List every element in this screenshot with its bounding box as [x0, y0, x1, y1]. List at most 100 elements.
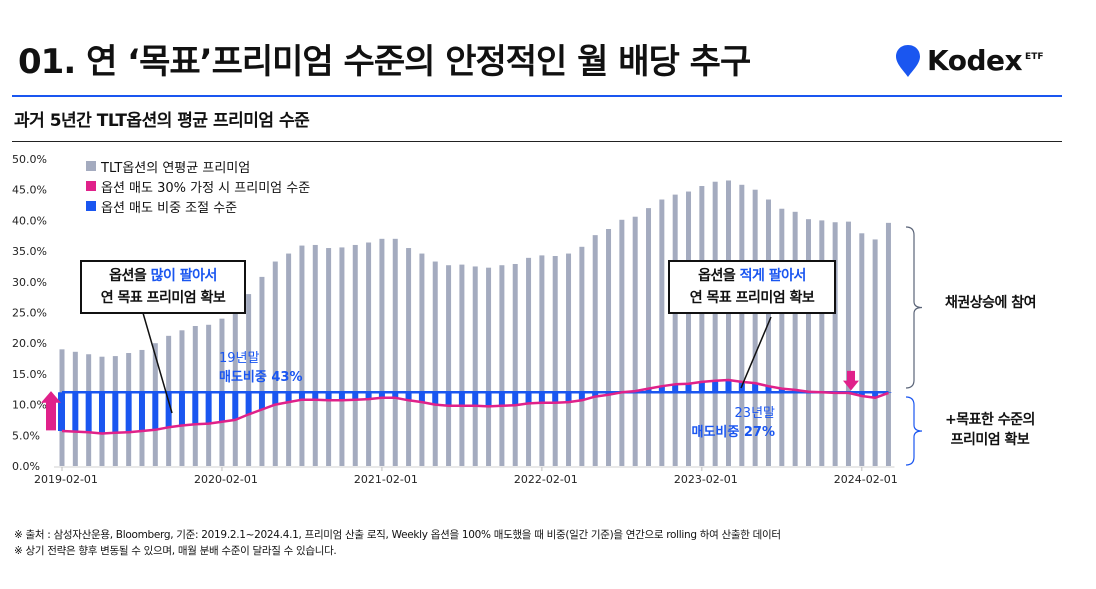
- premium-bar: [246, 294, 252, 466]
- premium-bar: [619, 219, 625, 466]
- side-label-line2: 프리미엄 확보: [950, 432, 1030, 448]
- legend-item: 옵션 매도 30% 가정 시 프리미엄 수준: [86, 176, 310, 196]
- side-label-line1: +목표한 수준의: [945, 412, 1035, 428]
- adjustment-bar: [872, 392, 879, 398]
- premium-30pct-line: [61, 378, 889, 435]
- adjustment-bar: [205, 392, 212, 424]
- premium-bar: [459, 264, 465, 466]
- header-divider: [12, 95, 1062, 97]
- x-tick-label: 2019-02-01: [34, 473, 98, 486]
- callout-left: 옵션을 많이 팔아서 연 목표 프리미엄 확보: [80, 260, 246, 314]
- callout-prefix: 옵션을: [698, 268, 740, 284]
- callout-pointer-right: [740, 316, 772, 389]
- legend-swatch-pink: [86, 181, 96, 191]
- adjustment-bar: [672, 384, 679, 393]
- premium-bar: [486, 267, 492, 466]
- y-tick-label: 5.0%: [12, 429, 40, 442]
- adjustment-bar: [392, 392, 399, 398]
- adjustment-bar: [165, 392, 172, 428]
- x-tick-label: 2024-02-01: [834, 473, 898, 486]
- premium-bar: [659, 199, 665, 467]
- adjustment-bar: [858, 392, 865, 397]
- premium-bar: [539, 255, 545, 466]
- premium-bar: [432, 261, 438, 466]
- callout-pointer-left: [142, 312, 173, 414]
- chart-subtitle: 과거 5년간 TLT옵션의 평균 프리미엄 수준: [14, 111, 310, 131]
- adjustment-bar: [725, 380, 732, 393]
- kodex-logo: Kodex ETF: [895, 44, 1043, 78]
- adjustment-bar: [712, 380, 719, 393]
- y-tick-label: 20.0%: [12, 337, 47, 350]
- footnote-disclaimer: ※ 상기 전략은 향후 변동될 수 있으며, 매월 분배 수준이 달라질 수 있…: [14, 545, 337, 557]
- adjustment-bar: [552, 392, 559, 403]
- adjustment-bar: [405, 392, 412, 401]
- premium-bar: [845, 221, 851, 466]
- adjustment-bar: [338, 392, 345, 401]
- location-pin-icon: [896, 45, 920, 77]
- adjustment-bar: [218, 392, 225, 422]
- adjustment-bar: [418, 392, 425, 403]
- callout-highlight: 적게 팔아서: [739, 268, 807, 284]
- premium-bar: [752, 189, 758, 466]
- adjustment-bar: [365, 392, 372, 400]
- adjustment-bar: [258, 392, 265, 410]
- premium-bar: [446, 265, 452, 466]
- premium-bar: [579, 246, 585, 466]
- footnote-source: ※ 출처 : 삼성자산운용, Bloomberg, 기준: 2019.2.1~2…: [14, 529, 781, 541]
- premium-bar: [552, 256, 558, 466]
- annotation-line2: 매도비중 43%: [219, 370, 303, 385]
- adjustment-bar: [112, 392, 119, 433]
- adjustment-bar: [245, 392, 252, 415]
- callout-line1: 옵션을 적게 팔아서: [676, 265, 828, 287]
- premium-bar: [646, 208, 652, 466]
- premium-bar: [406, 248, 412, 466]
- x-tick-label: 2021-02-01: [354, 473, 418, 486]
- adjustment-bar: [285, 392, 292, 403]
- premium-bar: [872, 239, 878, 466]
- premium-bar: [712, 181, 718, 466]
- premium-bar: [805, 219, 811, 466]
- premium-bar: [352, 244, 358, 466]
- adjustment-bar: [272, 392, 279, 405]
- premium-bar: [686, 191, 692, 466]
- premium-bar: [272, 261, 278, 466]
- premium-bar: [512, 263, 518, 466]
- premium-bar: [566, 253, 572, 466]
- adjustment-bar: [592, 392, 599, 397]
- adjustment-bar: [512, 392, 519, 406]
- premium-bar: [286, 253, 292, 466]
- premium-bar: [739, 184, 745, 466]
- annotation-2023: 23년말 매도비중 27%: [688, 404, 775, 442]
- adjustment-bar: [698, 381, 705, 393]
- y-tick-label: 50.0%: [12, 153, 47, 166]
- adjustment-bar: [472, 392, 479, 406]
- adjustment-bar: [378, 392, 385, 398]
- adjustment-bar: [538, 392, 545, 403]
- page-title: 01. 연 ‘목표’프리미엄 수준의 안정적인 월 배당 추구: [18, 42, 751, 82]
- premium-bar: [819, 220, 825, 466]
- side-label-lower: +목표한 수준의 프리미엄 확보: [945, 410, 1035, 450]
- callout-right: 옵션을 적게 팔아서 연 목표 프리미엄 확보: [668, 260, 836, 314]
- logo-suffix: ETF: [1025, 52, 1044, 62]
- adjustment-bar: [125, 392, 132, 433]
- premium-bar: [832, 222, 838, 466]
- y-tick-label: 40.0%: [12, 214, 47, 227]
- y-tick-label: 25.0%: [12, 307, 47, 320]
- annotation-line2: 매도비중 27%: [691, 425, 775, 440]
- adjustment-bar: [645, 388, 652, 393]
- adjustment-bar: [778, 388, 785, 393]
- premium-bar: [859, 233, 865, 466]
- premium-bar: [499, 265, 505, 466]
- logo-text: Kodex: [927, 44, 1023, 77]
- legend-item: TLT옵션의 연평균 프리미엄: [86, 156, 310, 176]
- adjustment-bar: [98, 392, 105, 434]
- premium-bar: [526, 257, 532, 466]
- premium-chart: 0.0% 5.0% 10.0% 15.0% 20.0% 25.0% 30.0% 35.0% 40…: [12, 153, 923, 486]
- adjustment-bar: [59, 392, 65, 432]
- adjustment-bar: [72, 392, 79, 432]
- adjustment-bar: [752, 383, 759, 393]
- adjustment-bar: [485, 392, 492, 407]
- adjustment-bar: [312, 392, 319, 400]
- premium-bar: [312, 244, 318, 466]
- callout-line2: 연 목표 프리미엄 확보: [689, 290, 815, 306]
